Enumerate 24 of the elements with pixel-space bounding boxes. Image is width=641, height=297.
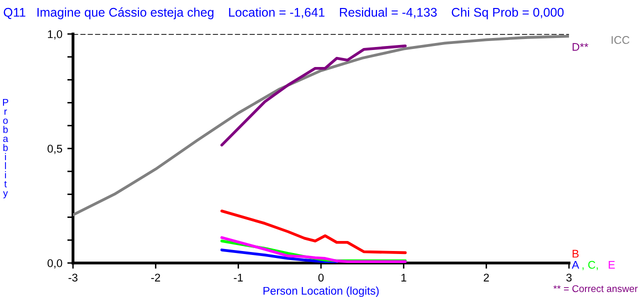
x-tick-label: -2 bbox=[151, 274, 160, 282]
text: B bbox=[572, 250, 579, 258]
y-tick-label: 0,0 bbox=[48, 259, 62, 268]
text: , C, bbox=[582, 260, 598, 270]
x-tick-label: 1 bbox=[401, 274, 406, 282]
y-tick-label: 1,0 bbox=[48, 30, 62, 40]
text: E bbox=[608, 261, 615, 269]
line-series bbox=[220, 248, 338, 263]
line-series bbox=[220, 44, 407, 146]
text: ** = Correct answer bbox=[553, 285, 638, 292]
text: Probability bbox=[3, 99, 8, 198]
text: D** bbox=[572, 43, 588, 51]
x-tick-label: 0 bbox=[318, 274, 324, 282]
line-series bbox=[73, 34, 569, 216]
x-tick-label: 3 bbox=[566, 274, 572, 282]
y-tick-label: 0,5 bbox=[48, 144, 62, 154]
chart-title: Q11 Imagine que Cássio esteja cheg Location = -1,641 Residual = -4,133 Chi Sq Prob = 0,000 bbox=[4, 7, 564, 20]
x-axis-title: Person Location (logits) bbox=[264, 286, 379, 297]
line-series bbox=[220, 210, 407, 254]
x-tick-label: 2 bbox=[484, 274, 489, 282]
x-tick-label: -1 bbox=[234, 274, 243, 282]
text: A bbox=[572, 261, 580, 269]
text: ICC bbox=[612, 36, 630, 44]
x-tick-label: -3 bbox=[68, 274, 78, 282]
